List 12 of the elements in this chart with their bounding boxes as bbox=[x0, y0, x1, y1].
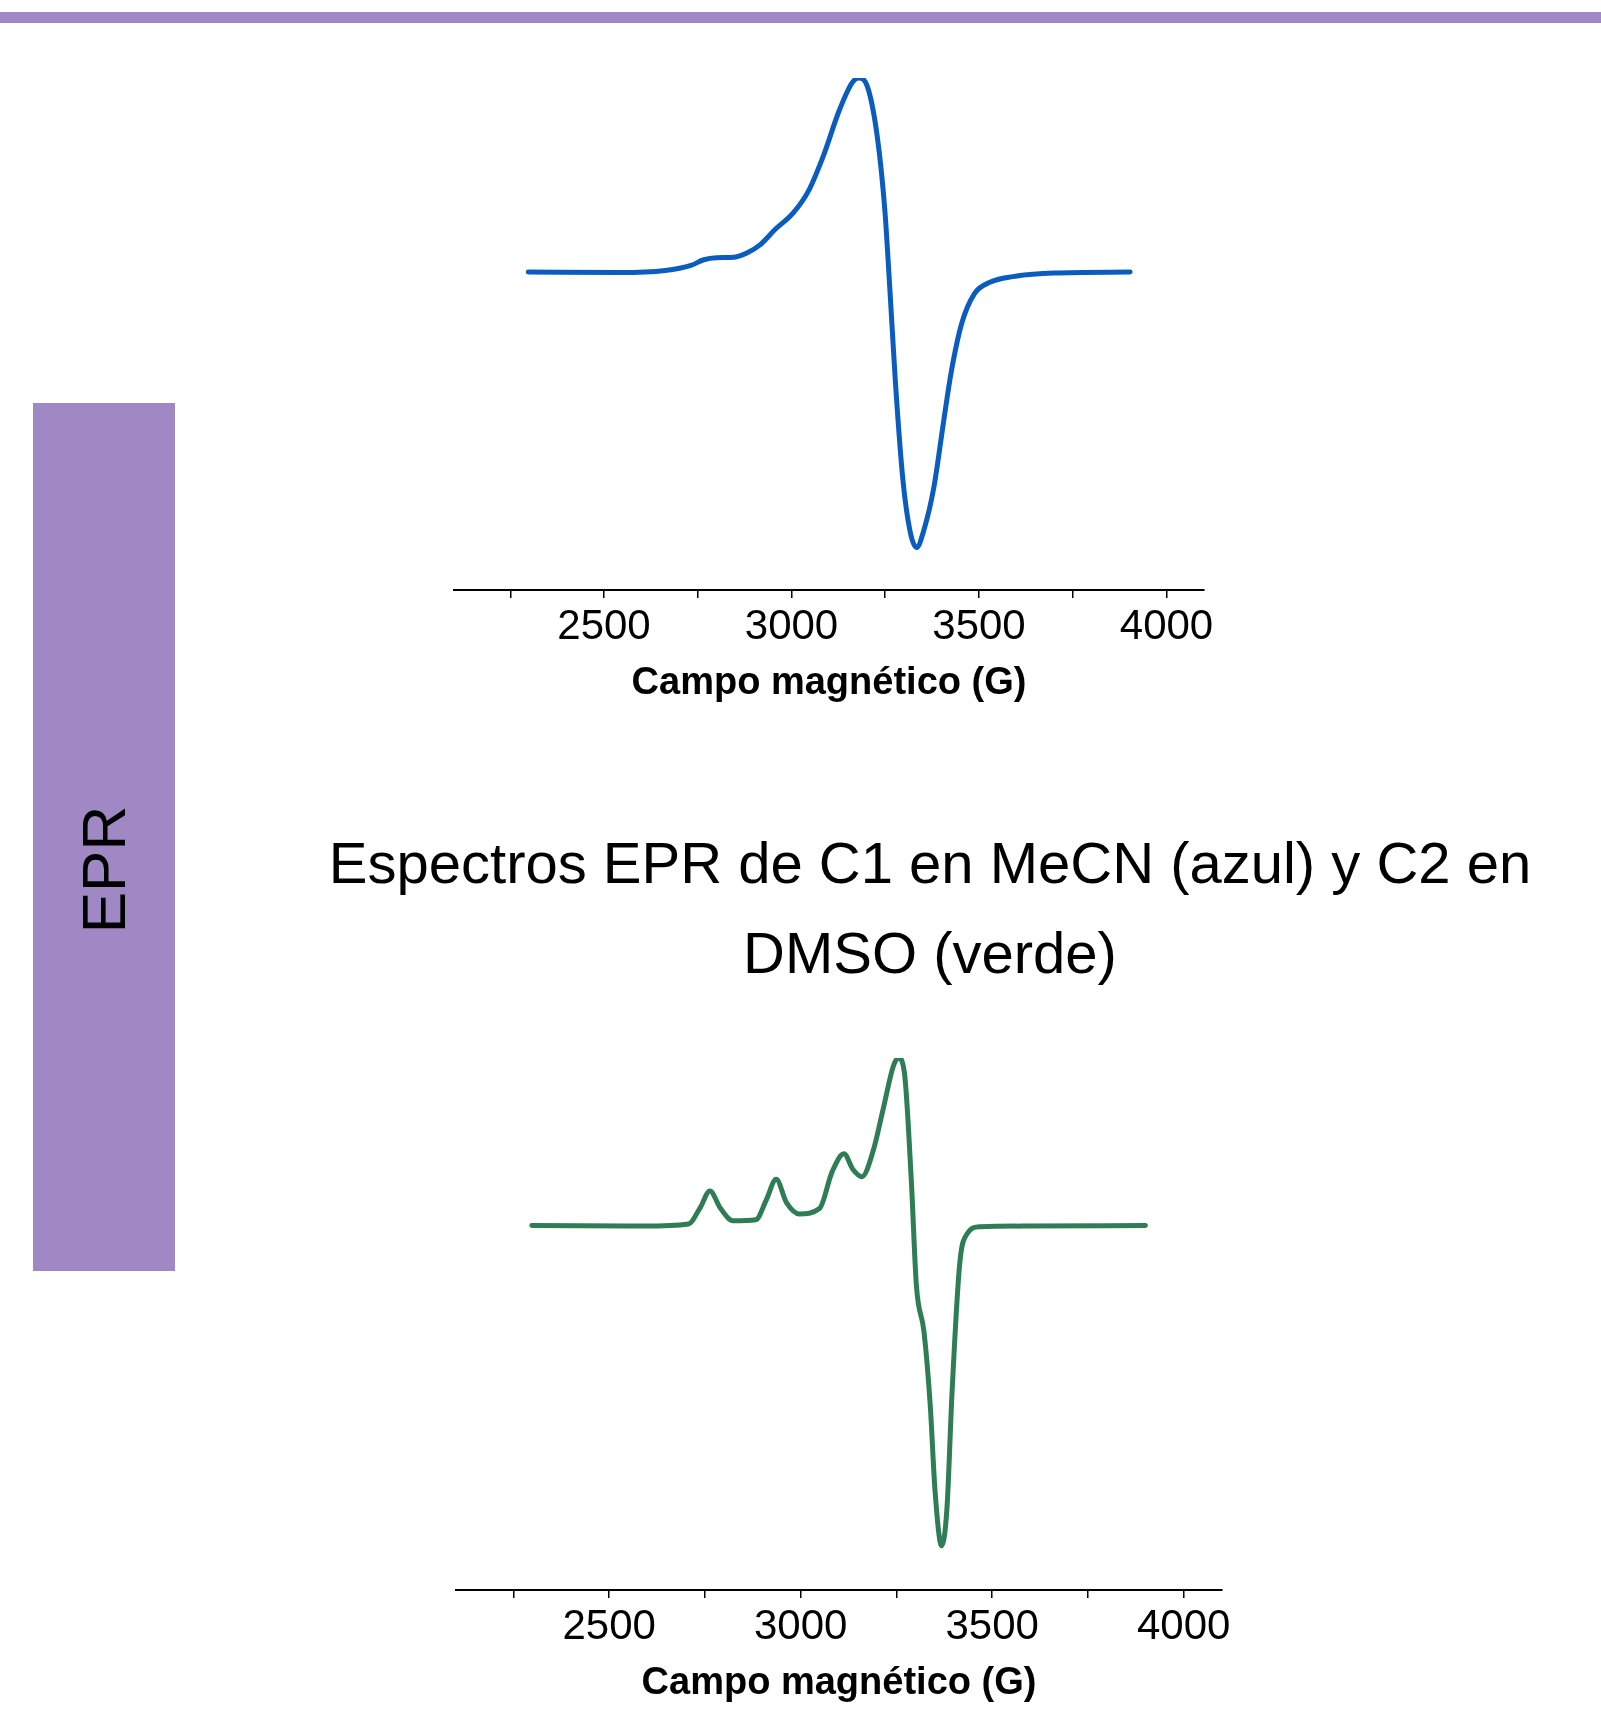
x-tick-label: 4000 bbox=[1136, 1600, 1231, 1648]
x-axis-title: Campo magnético (G) bbox=[641, 1659, 1037, 1702]
x-tick-label: 3000 bbox=[744, 600, 839, 648]
text: Espectros EPR de C1 en MeCN (azul) y C2 en DMSO (verde) bbox=[327, 829, 1533, 987]
text: EPR bbox=[68, 805, 140, 933]
x-axis-title: Campo magnético (G) bbox=[631, 659, 1027, 702]
x-tick-label: 2500 bbox=[557, 600, 651, 648]
x-tick-label: 2500 bbox=[562, 1600, 656, 1648]
x-tick-label: 3500 bbox=[932, 600, 1026, 648]
x-tick-label: 3000 bbox=[753, 1600, 848, 1648]
x-tick-label: 4000 bbox=[1119, 600, 1214, 648]
x-tick-label: 3500 bbox=[945, 1600, 1039, 1648]
